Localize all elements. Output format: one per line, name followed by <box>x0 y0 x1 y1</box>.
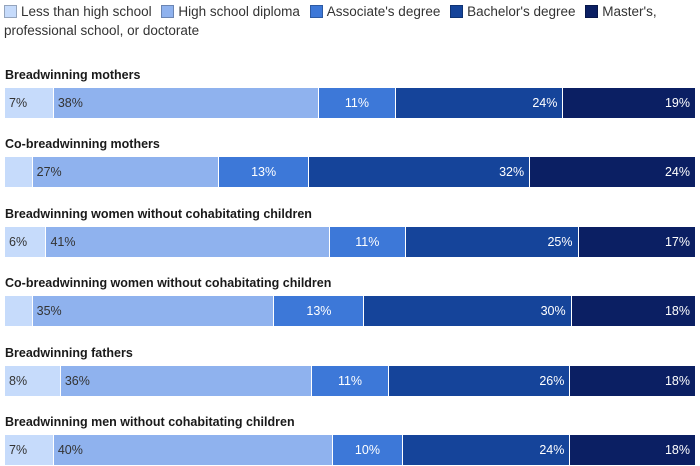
data-label: 7% <box>9 443 28 457</box>
bar-segment: 8% <box>5 365 61 396</box>
bar-segment: 13% <box>219 157 310 188</box>
legend-swatch <box>4 5 17 18</box>
data-label: 27% <box>36 165 62 180</box>
legend-label: High school diploma <box>178 4 300 19</box>
stacked-bar: 6% 41% 11% 25% 17% <box>5 226 696 257</box>
data-label: 26% <box>539 373 565 388</box>
bar-segment: 26% <box>388 365 571 396</box>
bar-segment: 24% <box>530 157 696 188</box>
data-label: 8% <box>9 373 28 388</box>
data-label: 7% <box>9 96 28 110</box>
data-label: 11% <box>355 234 380 249</box>
legend-item: High school diploma <box>161 4 300 19</box>
data-label: 30% <box>540 304 566 319</box>
bar-segment: 41% <box>46 226 330 257</box>
data-label: 19% <box>664 96 690 110</box>
bar-segment: 17% <box>578 226 696 257</box>
bar-segment: 11% <box>319 88 396 118</box>
bar-segment: 7% <box>5 88 54 118</box>
category-label: Co-breadwinning women without cohabitati… <box>5 276 332 291</box>
data-label: 41% <box>50 234 76 249</box>
data-label: 13% <box>251 165 277 180</box>
legend-label: Master's, professional school, or doctor… <box>4 4 657 38</box>
legend-swatch <box>585 5 599 18</box>
legend-swatch <box>309 5 323 18</box>
legend-item: Master's, professional school, or doctor… <box>4 4 657 38</box>
legend-item: Less than high school <box>4 4 152 19</box>
bar-segment: 10% <box>333 435 403 465</box>
bar-segment: 18% <box>571 296 696 327</box>
legend-swatch <box>161 5 175 18</box>
legend-label: Bachelor's degree <box>467 4 576 19</box>
category-label: Co-breadwinning mothers <box>5 137 160 152</box>
bar-segment: 11% <box>312 365 389 396</box>
legend-label: Associate's degree <box>326 4 441 19</box>
bar-segment: 32% <box>309 157 531 188</box>
stacked-bar: 8% 36% 11% 26% 18% <box>5 365 696 396</box>
bar-segment: 7% <box>5 435 54 465</box>
bar-segment: 18% <box>570 365 696 396</box>
bar-segment: 24% <box>395 88 564 118</box>
data-label: 24% <box>539 443 565 457</box>
data-label: 18% <box>664 443 690 457</box>
legend-swatch <box>450 5 464 18</box>
data-label: 32% <box>499 165 525 180</box>
data-label: 24% <box>532 96 558 110</box>
data-label: 40% <box>57 443 83 457</box>
bar-segment: 36% <box>60 365 313 396</box>
data-label: 6% <box>9 234 28 249</box>
data-label: 18% <box>664 373 690 388</box>
bar-segment: 18% <box>570 435 696 465</box>
data-label: 11% <box>337 373 363 388</box>
data-label: 11% <box>344 96 369 110</box>
category-label: Breadwinning fathers <box>5 345 133 360</box>
bar-segment: 25% <box>405 226 579 257</box>
data-label: 18% <box>664 304 690 319</box>
bar-segment <box>5 296 33 327</box>
data-label: 24% <box>664 165 690 180</box>
bar-segment: 6% <box>5 226 47 257</box>
stacked-bar: 7% 38% 11% 24% 19% <box>5 88 696 118</box>
data-label: 36% <box>64 373 90 388</box>
legend-item: Bachelor's degree <box>450 4 576 19</box>
stacked-bar: 27% 13% 32% 24% <box>5 157 696 188</box>
data-label: 35% <box>36 304 62 319</box>
category-label: Breadwinning women without cohabitating … <box>5 206 312 221</box>
bar-segment: 40% <box>53 435 334 465</box>
data-label: 25% <box>547 234 573 249</box>
data-label: 38% <box>57 96 83 110</box>
legend-label: Less than high school <box>21 4 152 19</box>
bar-segment: 38% <box>53 88 320 118</box>
bar-segment: 19% <box>563 88 696 118</box>
bar-segment <box>5 157 33 188</box>
bar-segment: 27% <box>32 157 220 188</box>
bar-segment: 13% <box>274 296 365 327</box>
bar-segment: 11% <box>329 226 406 257</box>
chart-legend: Less than high school High school diplom… <box>4 2 694 40</box>
stacked-bar: 35% 13% 30% 18% <box>5 296 696 327</box>
category-label: Breadwinning men without cohabitating ch… <box>5 415 295 429</box>
legend-item: Associate's degree <box>309 4 441 19</box>
data-label: 17% <box>664 234 690 249</box>
bar-segment: 30% <box>364 296 572 327</box>
bar-segment: 24% <box>402 435 571 465</box>
category-label: Breadwinning mothers <box>5 68 141 82</box>
bar-segment: 35% <box>32 296 275 327</box>
stacked-bar: 7% 40% 10% 24% 18% <box>5 435 696 465</box>
data-label: 13% <box>306 304 332 319</box>
data-label: 10% <box>354 443 380 457</box>
